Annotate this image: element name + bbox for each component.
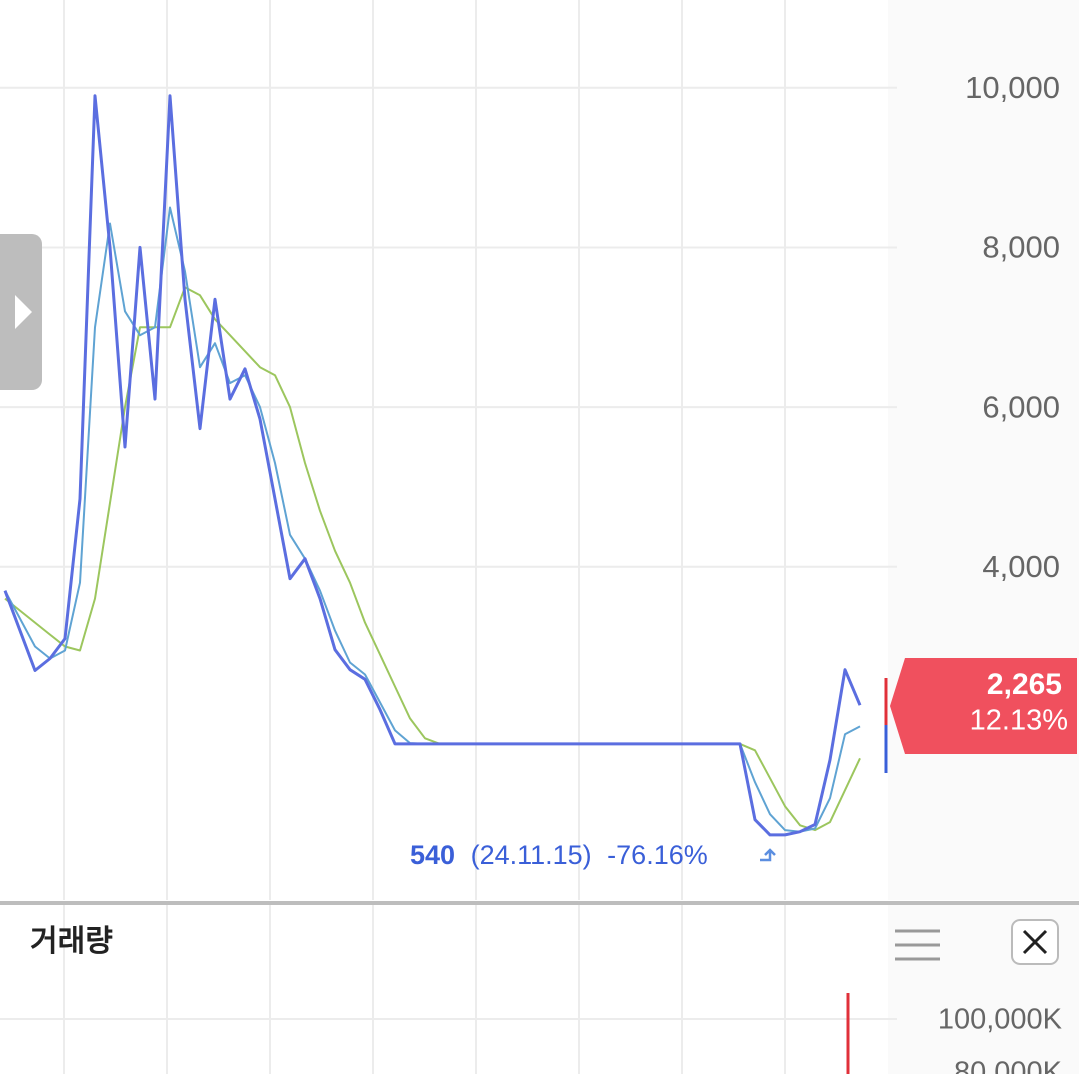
price-value: 2,265 [987,668,1062,701]
series-line [4,286,861,832]
volume-title: 거래량 [30,925,113,958]
menu-icon[interactable] [895,929,940,961]
volume-tick-label: 100,000K [938,1004,1063,1036]
plot [3,94,862,837]
grid [0,86,897,568]
vertical-grid [0,905,897,1074]
close-icon [1022,929,1048,955]
annotation-date: (24.11.15) [471,840,592,870]
axis-panel [888,0,1079,1074]
y-tick-label: 10,000 [965,70,1060,105]
annotation-change: -76.16% [607,840,708,870]
price-change: 12.13% [970,705,1068,737]
series-line [4,206,861,833]
y-tick-label: 8,000 [982,230,1060,265]
annotation-value: 540 [410,840,455,870]
annotation-arrow [760,848,776,862]
volume-tick-label: 80,000K [954,1057,1063,1074]
price-tag [890,658,1077,754]
series-line [3,94,862,837]
y-tick-label: 6,000 [982,389,1060,424]
toggle-icon [15,295,32,329]
annotation: 540 (24.11.15) -76.16% [410,840,708,870]
y-tick-label: 4,000 [982,549,1060,584]
